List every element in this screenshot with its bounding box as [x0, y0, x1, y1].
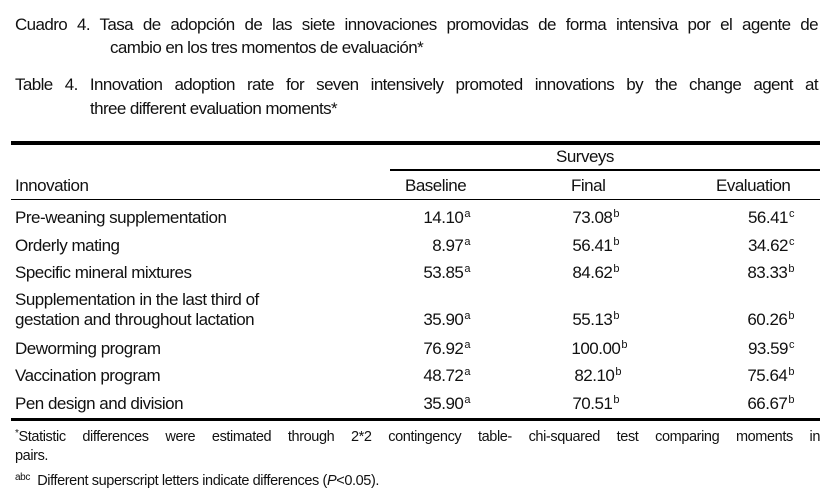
final-cell: 82.10b	[574, 366, 621, 385]
header-rule	[11, 199, 820, 200]
evaluation-cell: 66.67b	[747, 394, 794, 413]
final-cell: 70.51b	[572, 394, 619, 413]
innovation-cell: Orderly mating	[15, 236, 120, 255]
header-baseline: Baseline	[405, 176, 467, 195]
baseline-cell: 35.90a	[423, 310, 470, 329]
caption-en-line2: three different evaluation moments*	[90, 99, 338, 118]
header-evaluation: Evaluation	[716, 176, 791, 195]
evaluation-cell: 34.62c	[747, 236, 795, 255]
header-innovation: Innovation	[15, 176, 89, 195]
footnote-star-line2: pairs.	[15, 448, 49, 464]
footnote-star-line1: *Statistic differences were estimated th…	[15, 428, 820, 446]
innovation-cell: Pre-weaning supplementation	[15, 208, 227, 227]
final-cell: 100.00b	[571, 339, 627, 358]
final-cell: 73.08b	[572, 208, 619, 227]
bottom-rule	[11, 418, 820, 421]
baseline-cell: 14.10a	[423, 208, 470, 227]
evaluation-cell: 75.64b	[747, 366, 794, 385]
innovation-cell: Specific mineral mixtures	[15, 263, 192, 282]
baseline-cell: 35.90a	[423, 394, 470, 413]
caption-es-line1: Cuadro 4. Tasa de adopción de las siete …	[15, 15, 819, 34]
innovation-cell-line1: Supplementation in the last third of	[15, 290, 259, 309]
evaluation-cell: 56.41c	[747, 208, 795, 227]
group-header-surveys: Surveys	[556, 147, 614, 166]
surveys-rule	[390, 169, 820, 171]
final-cell: 84.62b	[572, 263, 619, 282]
evaluation-cell: 93.59c	[747, 339, 795, 358]
baseline-cell: 8.97a	[432, 236, 470, 255]
caption-en-line1: Table 4. Innovation adoption rate for se…	[15, 75, 819, 94]
caption-es-line2: cambio en los tres momentos de evaluació…	[110, 38, 424, 57]
final-cell: 55.13b	[572, 310, 619, 329]
top-rule	[11, 141, 820, 145]
innovation-cell: Vaccination program	[15, 366, 161, 385]
innovation-cell: Deworming program	[15, 339, 161, 358]
final-cell: 56.41b	[572, 236, 619, 255]
baseline-cell: 76.92a	[423, 339, 470, 358]
innovation-cell: Pen design and division	[15, 394, 184, 413]
evaluation-cell: 83.33b	[747, 263, 794, 282]
innovation-cell-line2: gestation and throughout lactation	[15, 310, 255, 329]
evaluation-cell: 60.26b	[747, 310, 794, 329]
header-final: Final	[571, 176, 606, 195]
baseline-cell: 48.72a	[423, 366, 470, 385]
footnote-abc: abc Different superscript letters indica…	[15, 472, 379, 490]
baseline-cell: 53.85a	[423, 263, 470, 282]
